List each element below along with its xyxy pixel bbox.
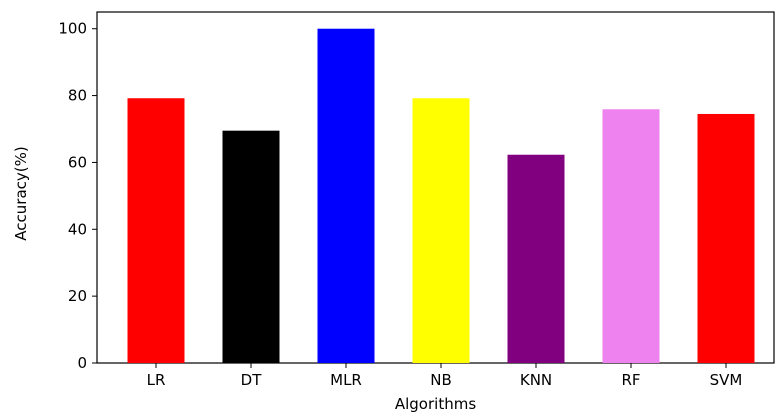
x-tick-label: MLR (330, 371, 362, 389)
x-tick-label: KNN (520, 371, 552, 389)
bars-group (127, 28, 755, 363)
y-tick-label: 80 (68, 87, 87, 105)
y-axis-ticks: 0 20 40 60 80 100 (58, 20, 97, 372)
bar-rf (602, 109, 660, 363)
bar-lr (127, 98, 185, 363)
bar-nb (412, 98, 470, 363)
y-tick-label: 100 (58, 20, 87, 38)
x-tick-label: SVM (710, 371, 743, 389)
bar-dt (222, 130, 280, 363)
y-tick-label: 20 (68, 287, 87, 305)
bar-svm (697, 113, 755, 363)
x-tick-label: DT (241, 371, 263, 389)
bar-knn (507, 154, 565, 363)
y-tick-label: 60 (68, 153, 87, 171)
x-tick-label: LR (147, 371, 166, 389)
y-tick-label: 40 (68, 220, 87, 238)
x-tick-label: RF (621, 371, 640, 389)
x-axis-ticks: LR DT MLR NB KNN RF SVM (147, 363, 743, 389)
bar-mlr (317, 28, 375, 363)
x-axis-label: Algorithms (395, 395, 476, 412)
y-axis-label: Accuracy(%) (12, 146, 30, 240)
x-tick-label: NB (430, 371, 452, 389)
y-tick-label: 0 (77, 354, 87, 372)
